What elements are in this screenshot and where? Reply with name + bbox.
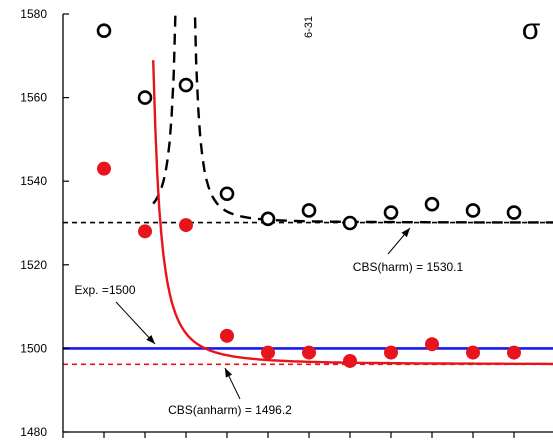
harmonic-point — [260, 211, 276, 227]
harmonic-point — [96, 23, 112, 39]
data-points — [96, 23, 522, 368]
anharmonic-point — [507, 345, 521, 360]
y-tick-label: 1500 — [20, 341, 47, 355]
anharmonic-point — [97, 161, 111, 176]
annotation-arrowhead — [401, 228, 410, 238]
anharmonic-point — [138, 224, 152, 239]
annotation-label: CBS(harm) = 1530.1 — [353, 260, 464, 274]
anharmonic-point — [343, 353, 357, 368]
anharmonic-point — [220, 328, 234, 343]
anharmonic-point — [302, 345, 316, 360]
harmonic-point — [383, 205, 399, 220]
anharmonic-point — [261, 345, 275, 360]
reference-lines — [63, 221, 553, 366]
y-tick-label: 1540 — [20, 174, 47, 188]
anharmonic-point — [179, 218, 193, 233]
annotation-arrowhead — [225, 368, 233, 378]
anharmonic-fit-curve — [152, 60, 553, 366]
y-tick-label: 1560 — [20, 91, 47, 105]
harmonic-point — [178, 77, 194, 93]
annotation-label: CBS(anharm) = 1496.2 — [168, 403, 292, 417]
harmonic-point — [137, 90, 153, 105]
anharmonic-point — [425, 337, 439, 352]
y-tick-label: 1520 — [20, 258, 47, 272]
top-label: 6-31 — [303, 16, 315, 38]
axes: 1480 1500 1520 1540 1560 1580 — [20, 7, 553, 439]
anharmonic-point — [384, 345, 398, 360]
annotations: CBS(harm) = 1530.1 Exp. =1500 CBS(anharm) … — [74, 227, 464, 417]
harmonic-point — [342, 215, 358, 231]
y-tick-label: 1480 — [20, 425, 47, 439]
anharmonic-point — [466, 345, 480, 360]
harmonic-point — [301, 203, 317, 218]
y-tick-label: 1580 — [20, 7, 47, 21]
annotation-label: Exp. =1500 — [74, 283, 135, 297]
annotation-arrow — [115, 301, 156, 345]
corner-label: σ — [522, 13, 541, 46]
harmonic-point — [424, 196, 440, 212]
harmonic-point — [465, 203, 481, 218]
harmonic-point — [219, 186, 235, 202]
harmonic-point — [506, 205, 522, 220]
fit-curves — [152, 14, 553, 366]
annotation-arrowhead — [146, 335, 155, 344]
harmonic-fit-curve — [152, 14, 553, 224]
